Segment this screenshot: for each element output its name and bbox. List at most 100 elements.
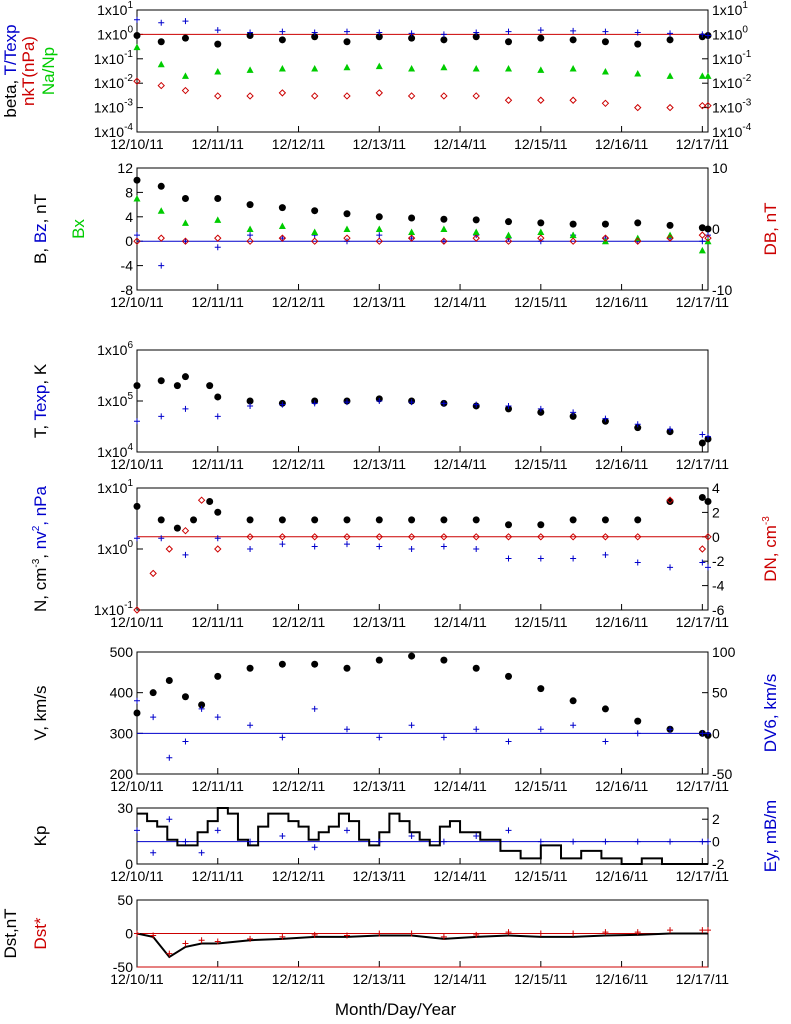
p1-right-tick-label: 1x100 — [712, 24, 748, 42]
p4-series-2-point — [197, 496, 206, 504]
p6-series-1-point — [667, 838, 674, 845]
p3-x-tick-label: 12/12/11 — [272, 456, 326, 472]
p2-series-0-point — [181, 195, 189, 202]
p1-series-0-point — [343, 38, 351, 46]
p1-series-1-point — [158, 19, 165, 26]
p4-series-0-point — [408, 516, 416, 524]
p6-x-tick-label: 12/13/11 — [353, 868, 407, 884]
p7-series-1-point — [311, 931, 318, 938]
p4-series-2-point — [149, 569, 157, 578]
p4-series-0-point — [505, 521, 513, 529]
p7-series-1-point — [198, 937, 205, 944]
p1-series-3-point — [214, 68, 222, 75]
p2-left-tick-label: -4 — [121, 258, 134, 274]
p5-series-1-point — [440, 734, 447, 741]
p6-x-tick-label: 12/16/11 — [595, 868, 649, 884]
p4-series-1-point — [343, 541, 350, 548]
p2-series-0-point — [569, 220, 577, 228]
p2-series-1-point — [134, 232, 140, 239]
p5-x-tick-label: 12/17/11 — [676, 778, 730, 794]
p5-series-1-point — [699, 730, 706, 737]
p1-x-tick-label: 12/12/11 — [272, 136, 326, 152]
p3-x-tick-label: 12/17/11 — [676, 456, 730, 472]
p1-ylabel: beta, T/Texp — [1, 24, 20, 117]
p4-series-1-point — [699, 559, 706, 566]
p1-series-1-point — [634, 29, 641, 36]
p6-x-tick-label: 12/14/11 — [433, 868, 487, 884]
p1-series-2-point — [698, 101, 707, 110]
p1-series-2-point — [569, 96, 577, 104]
p5-series-1-point — [214, 714, 221, 721]
p4-x-tick-label: 12/12/11 — [272, 614, 326, 630]
p7-series-1-point — [602, 929, 609, 936]
p6-series-1-point — [279, 833, 286, 839]
p4-series-1-point — [505, 555, 512, 562]
p4-series-2-point — [343, 533, 351, 541]
p2-series-3-point — [246, 237, 254, 245]
p3-series-1-point — [473, 401, 480, 408]
p5-left-tick-label: 300 — [110, 725, 134, 741]
p1-series-2-point — [246, 92, 254, 100]
p7-series-1-point — [150, 932, 157, 939]
p3-series-0-point — [569, 412, 577, 420]
p6-series-1-point — [134, 827, 140, 834]
p5-series-1-point — [667, 726, 674, 733]
p5-x-tick-label: 12/13/11 — [353, 778, 407, 794]
p4-x-tick-label: 12/15/11 — [514, 614, 568, 630]
p5-right-tick-label: 50 — [712, 685, 728, 701]
p5-series-0-point — [278, 660, 286, 668]
p7-x-tick-label: 12/15/11 — [514, 971, 568, 987]
p4-series-2-point — [698, 545, 707, 553]
p6-series-1-point — [198, 849, 205, 856]
p1-series-1-point — [214, 27, 221, 34]
p2-series-0-point — [440, 215, 448, 223]
p5-series-1-point — [134, 697, 140, 704]
p2-series-0-point — [133, 176, 141, 184]
p4-series-0-point — [173, 524, 181, 532]
p3-series-1-point — [705, 433, 711, 440]
p1-x-tick-label: 12/14/11 — [433, 136, 487, 152]
p5-series-1-point — [376, 734, 383, 741]
p3-series-1-point — [376, 398, 383, 404]
p1-series-3-point — [157, 60, 165, 68]
p2-series-2-point — [311, 228, 319, 236]
p5-series-1-point — [634, 730, 641, 737]
p5-right-tick-label: -50 — [712, 766, 732, 782]
p5-series-1-point — [166, 754, 173, 761]
p2-series-3-point — [537, 234, 545, 242]
p7-x-tick-label: 12/17/11 — [676, 971, 730, 987]
p4-right-tick-label: 2 — [712, 504, 720, 520]
p2-series-2-point — [278, 222, 286, 229]
p1-x-tick-label: 12/11/11 — [192, 136, 245, 152]
p2-series-1-point — [214, 244, 221, 251]
p3-series-0-point — [133, 382, 141, 390]
p7-x-tick-label: 12/16/11 — [595, 971, 649, 987]
p1-series-1-point — [705, 32, 711, 39]
p2-series-2-point — [343, 225, 351, 232]
p3-x-tick-label: 12/11/11 — [192, 456, 245, 472]
p3-series-1-point — [570, 409, 577, 416]
p4-series-1-point — [311, 543, 318, 550]
p4-series-0-point — [278, 516, 286, 524]
p1-right-tick-label: 1x10-4 — [712, 122, 752, 140]
p5-series-0-point — [311, 660, 319, 668]
p6-series-1-point — [705, 838, 711, 845]
p1-series-1-point — [311, 29, 318, 36]
p2-series-3-point — [569, 237, 577, 245]
p1-series-0-point — [601, 38, 609, 46]
p2-series-1-point — [699, 238, 706, 245]
p1-series-1-point — [505, 28, 512, 35]
p2-series-0-point — [157, 182, 165, 190]
p4-series-0-point — [601, 516, 609, 524]
p4-series-2-point — [440, 533, 448, 541]
p1-frame — [136, 9, 709, 133]
p6-right-tick-label: -2 — [712, 856, 725, 872]
p4-right-tick-label: 4 — [712, 480, 720, 496]
p1-series-0-point — [666, 36, 674, 44]
p4-series-1-point — [537, 555, 544, 562]
p7-series-1-point — [699, 927, 706, 934]
p1-series-2-point — [375, 89, 383, 97]
p7-series-1-point — [408, 930, 415, 937]
p2-series-3-point — [133, 237, 141, 245]
p7-series-0-line — [136, 932, 708, 959]
